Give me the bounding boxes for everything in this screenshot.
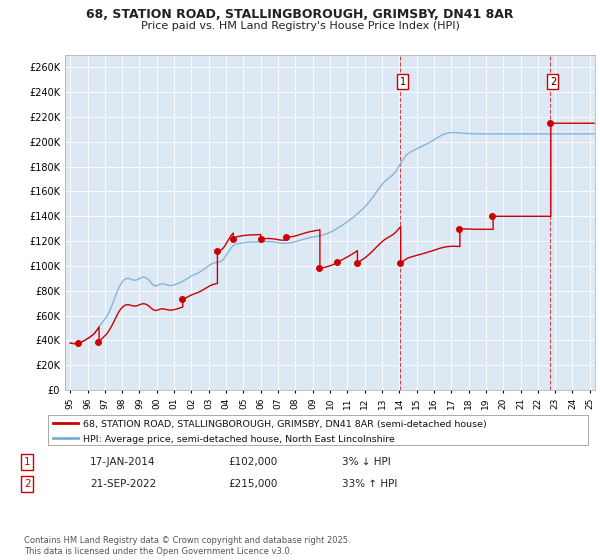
- Text: 1: 1: [24, 457, 31, 467]
- Text: HPI: Average price, semi-detached house, North East Lincolnshire: HPI: Average price, semi-detached house,…: [83, 435, 395, 444]
- Text: Price paid vs. HM Land Registry's House Price Index (HPI): Price paid vs. HM Land Registry's House …: [140, 21, 460, 31]
- Text: 33% ↑ HPI: 33% ↑ HPI: [342, 479, 397, 489]
- Text: 68, STATION ROAD, STALLINGBOROUGH, GRIMSBY, DN41 8AR: 68, STATION ROAD, STALLINGBOROUGH, GRIMS…: [86, 8, 514, 21]
- Text: 3% ↓ HPI: 3% ↓ HPI: [342, 457, 391, 467]
- Text: £102,000: £102,000: [228, 457, 277, 467]
- Text: 2: 2: [550, 77, 556, 87]
- Text: 21-SEP-2022: 21-SEP-2022: [90, 479, 156, 489]
- Text: 68, STATION ROAD, STALLINGBOROUGH, GRIMSBY, DN41 8AR (semi-detached house): 68, STATION ROAD, STALLINGBOROUGH, GRIMS…: [83, 419, 487, 428]
- Text: £215,000: £215,000: [228, 479, 277, 489]
- Text: 2: 2: [24, 479, 31, 489]
- Text: 1: 1: [400, 77, 406, 87]
- Text: Contains HM Land Registry data © Crown copyright and database right 2025.
This d: Contains HM Land Registry data © Crown c…: [24, 536, 350, 556]
- Text: 17-JAN-2014: 17-JAN-2014: [90, 457, 155, 467]
